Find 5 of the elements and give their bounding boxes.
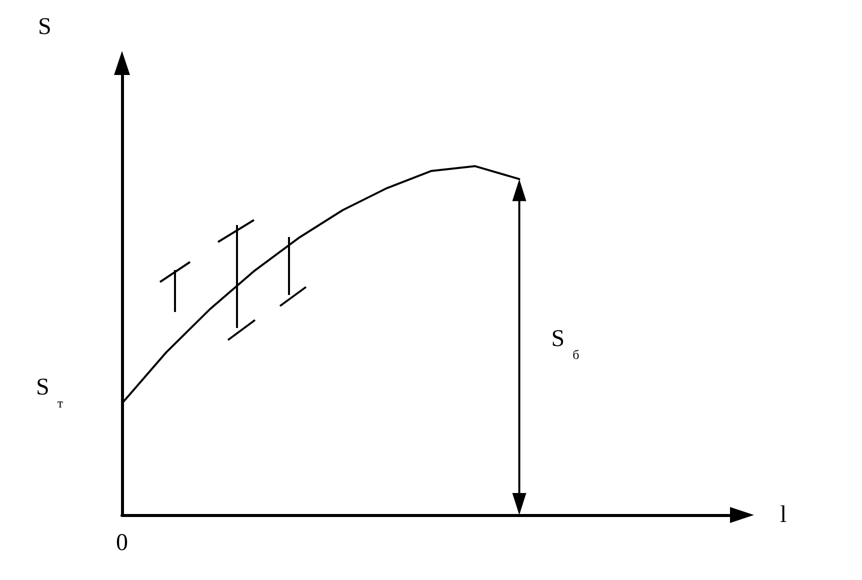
text: 0 xyxy=(116,530,128,556)
text: S xyxy=(38,14,52,40)
text: Sт xyxy=(36,374,64,410)
annotation: Sб xyxy=(551,326,580,362)
x-axis-title: l xyxy=(780,502,787,528)
